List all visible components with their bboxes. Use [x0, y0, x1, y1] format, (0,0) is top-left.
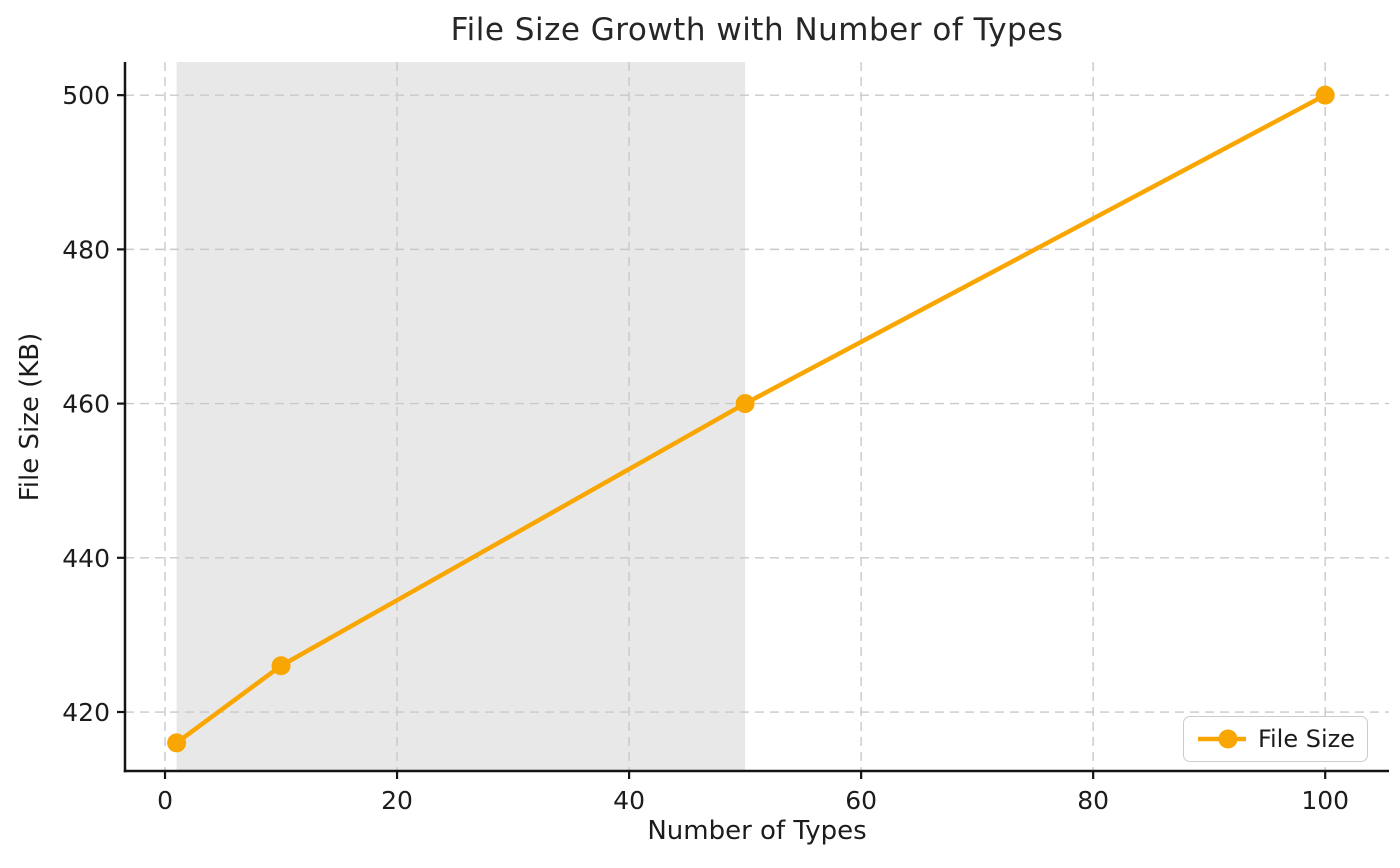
legend-label: File Size [1257, 725, 1355, 753]
y-tick-label: 440 [62, 544, 110, 573]
highlight-region [176, 62, 746, 771]
y-tick-label: 500 [62, 81, 110, 110]
legend-line-marker-icon [1198, 729, 1246, 749]
x-tick-label: 60 [845, 786, 877, 815]
legend: File Size [1183, 716, 1368, 762]
series-line [174, 92, 1328, 746]
data-point-marker [167, 733, 187, 753]
x-axis-label: Number of Types [647, 816, 867, 846]
data-point-marker [271, 656, 291, 676]
data-point-marker [735, 394, 755, 414]
chart-title: File Size Growth with Number of Types [450, 12, 1064, 48]
y-tick-label: 420 [62, 698, 110, 727]
data-point-marker [1315, 85, 1335, 105]
x-tick-label: 40 [613, 786, 645, 815]
y-tick-label: 480 [62, 235, 110, 264]
x-tick-label: 0 [157, 786, 173, 815]
y-tick-label: 460 [62, 390, 110, 419]
x-tick-label: 80 [1077, 786, 1109, 815]
x-tick-label: 100 [1301, 786, 1349, 815]
x-tick-label: 20 [381, 786, 413, 815]
y-axis-label: File Size (KB) [15, 332, 45, 502]
